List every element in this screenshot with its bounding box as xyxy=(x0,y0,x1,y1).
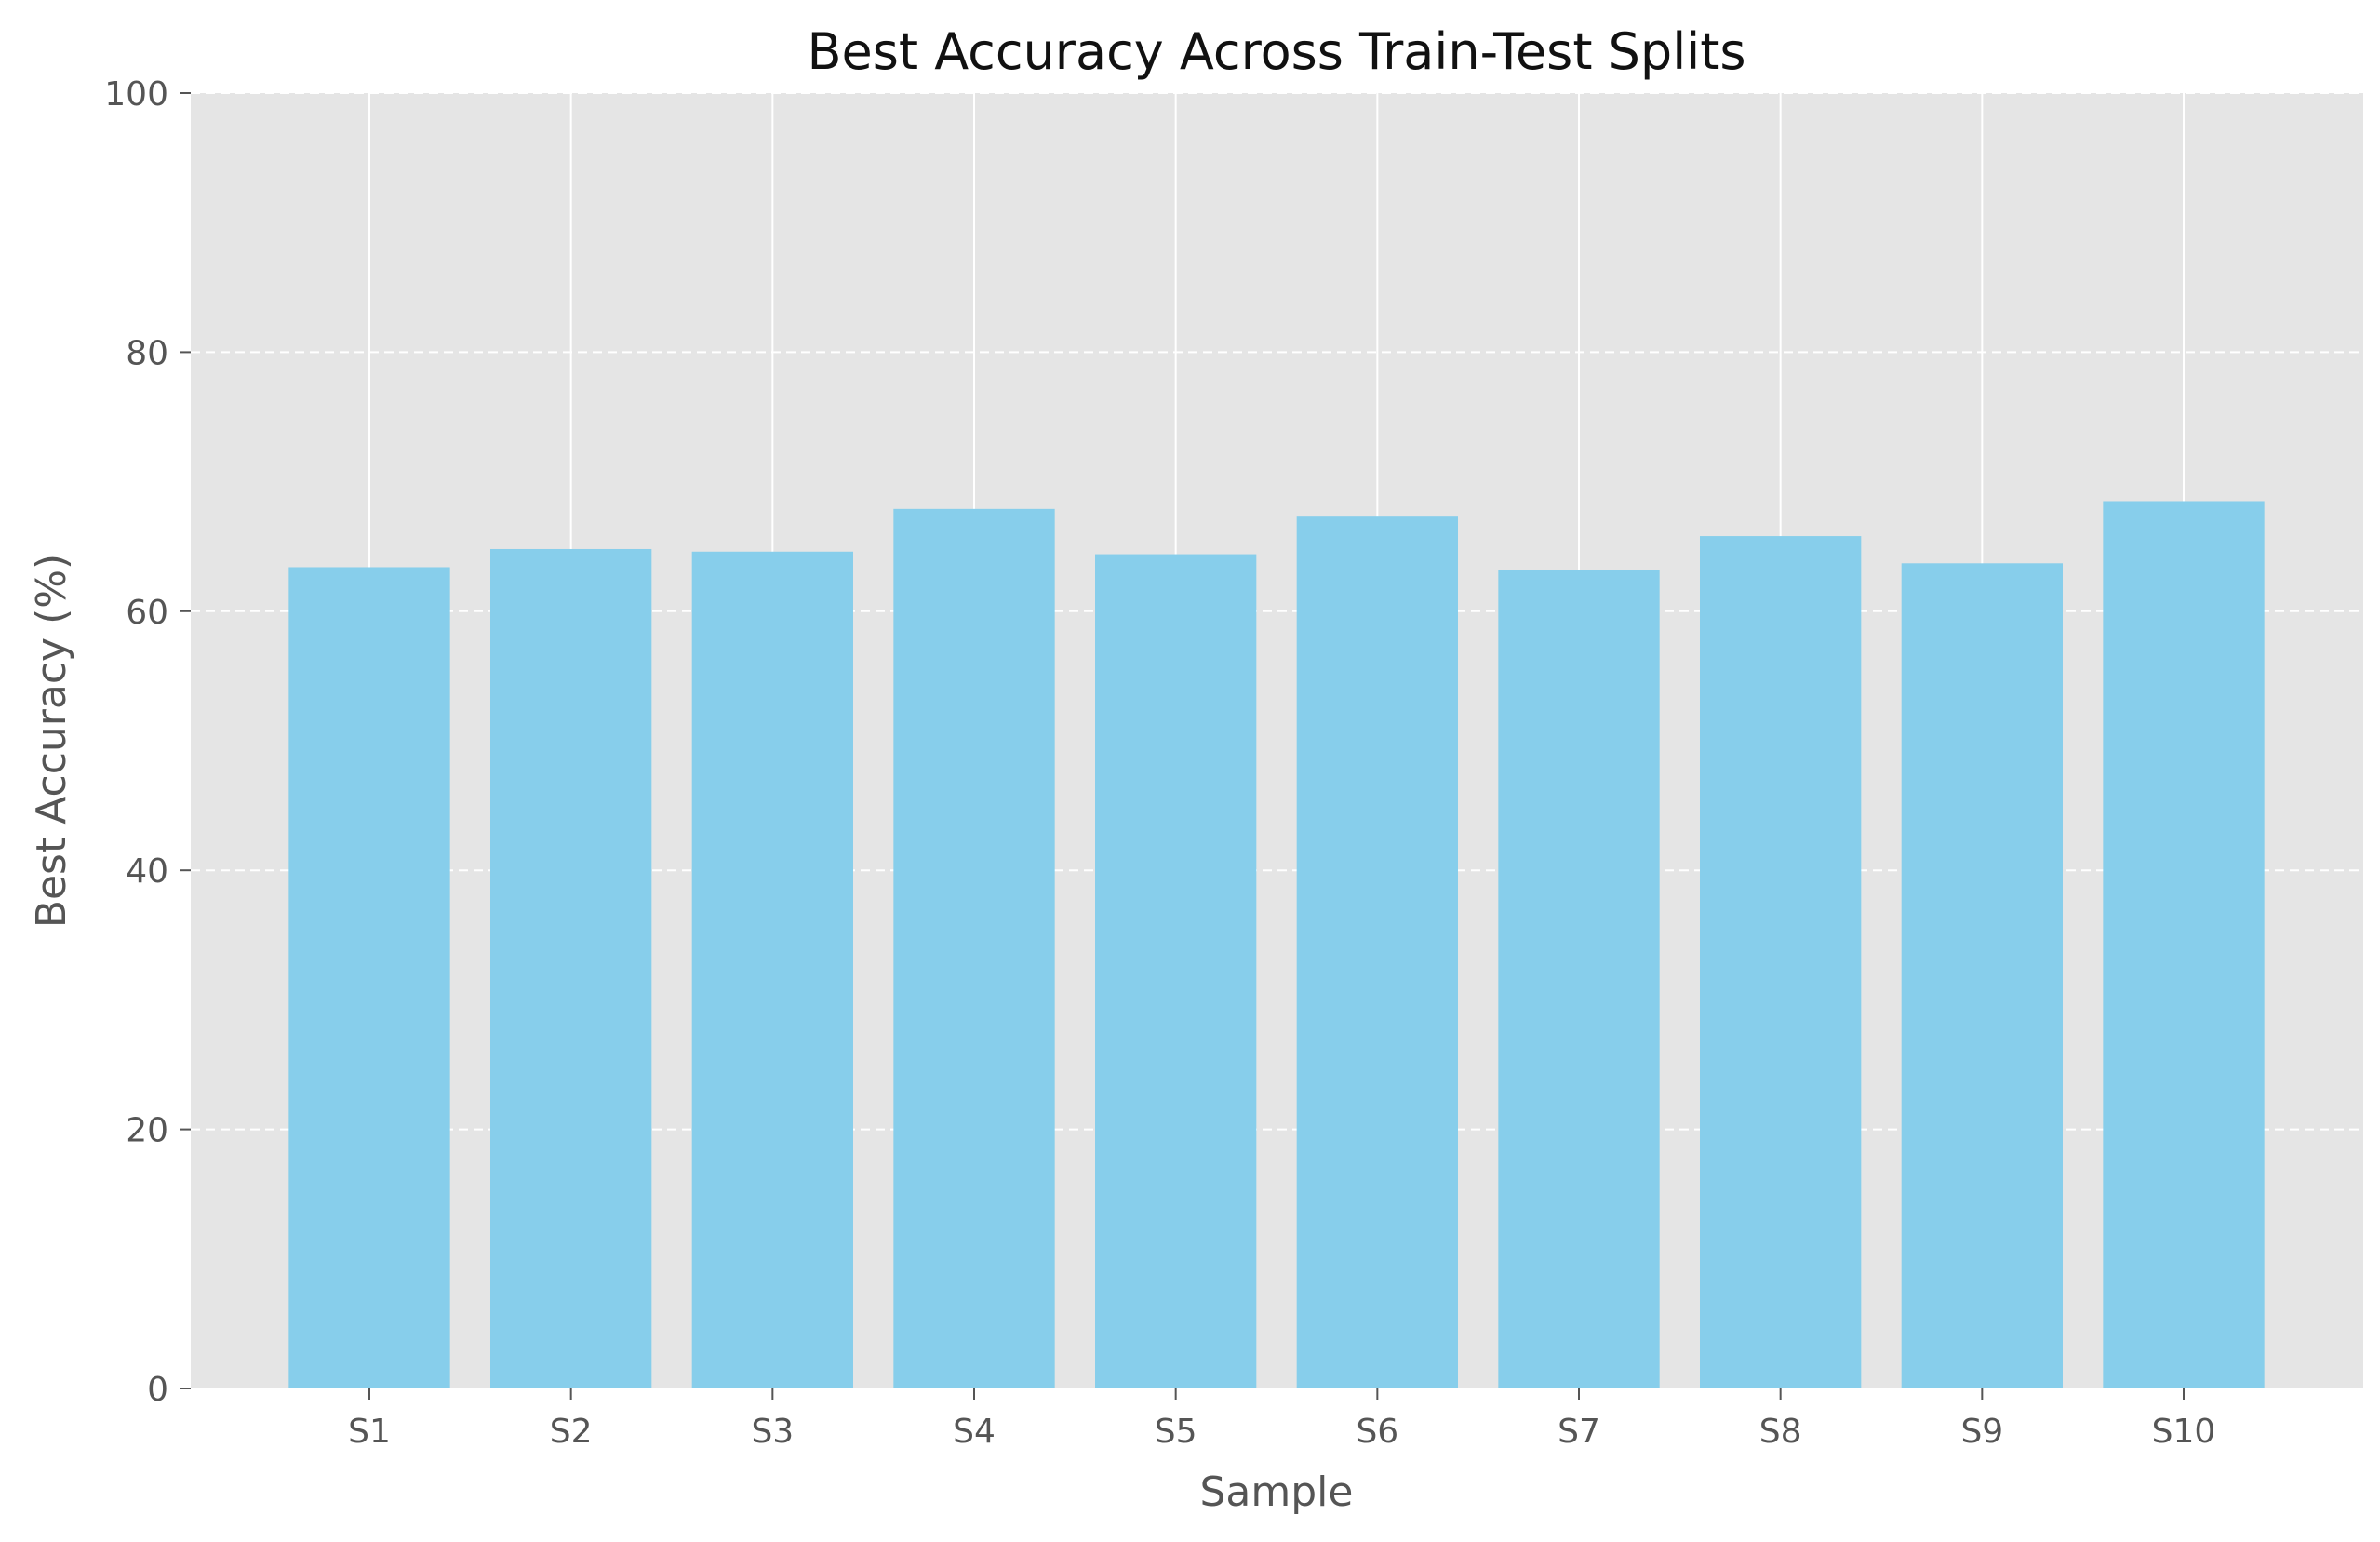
x-tick-label: S9 xyxy=(1960,1413,2003,1451)
bar-s1 xyxy=(288,567,450,1388)
y-axis-label: Best Accuracy (%) xyxy=(28,554,75,928)
bar-s3 xyxy=(691,551,853,1388)
x-tick-label: S8 xyxy=(1759,1413,1802,1451)
x-tick-label: S10 xyxy=(2152,1413,2216,1451)
x-tick-label: S7 xyxy=(1558,1413,1600,1451)
bar-s7 xyxy=(1498,570,1660,1388)
bar-s4 xyxy=(893,508,1055,1388)
x-tick-label: S6 xyxy=(1356,1413,1398,1451)
y-tick-label: 40 xyxy=(126,852,168,891)
x-tick-label: S5 xyxy=(1155,1413,1197,1451)
x-axis-label: Sample xyxy=(1200,1468,1354,1516)
bar-s10 xyxy=(2103,501,2265,1388)
x-tick-label: S2 xyxy=(550,1413,593,1451)
bar-s9 xyxy=(1901,563,2063,1388)
y-tick-label: 80 xyxy=(126,334,168,372)
chart-title: Best Accuracy Across Train-Test Splits xyxy=(807,22,1745,81)
bar-s8 xyxy=(1700,536,1862,1388)
bar-s6 xyxy=(1296,516,1458,1388)
y-tick-label: 20 xyxy=(126,1112,168,1150)
bars-layer xyxy=(288,501,2265,1388)
axis-layer: 0 20 40 60 80 100 S1 S2 S3 S4 S5 S6 S7 S8 S9 S10 xyxy=(104,75,2215,1451)
x-tick-label: S1 xyxy=(348,1413,391,1451)
y-tick-label: 100 xyxy=(104,75,168,114)
x-tick-label: S3 xyxy=(751,1413,794,1451)
y-tick-label: 0 xyxy=(147,1371,168,1409)
bar-s2 xyxy=(490,548,652,1388)
bar-s5 xyxy=(1095,554,1257,1388)
x-tick-label: S4 xyxy=(953,1413,996,1451)
y-tick-label: 60 xyxy=(126,594,168,632)
